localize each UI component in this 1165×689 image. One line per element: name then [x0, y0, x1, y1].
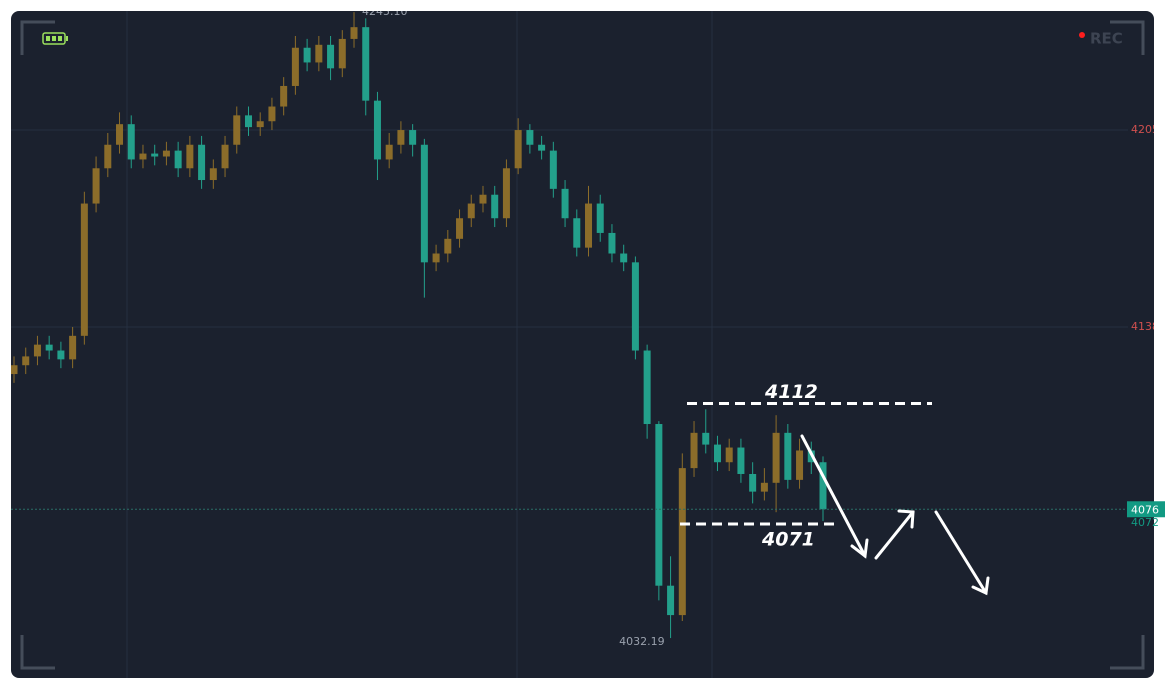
- candle-body: [45, 344, 53, 351]
- candle-body: [33, 344, 41, 357]
- candle-body: [491, 194, 499, 219]
- y-tick-label: 4205: [1131, 123, 1159, 136]
- candle-body: [69, 335, 77, 360]
- candle-body: [151, 153, 159, 157]
- high-label: 4245.10: [362, 5, 408, 18]
- last-price-label: 4076: [1131, 503, 1159, 516]
- candle-body: [456, 218, 464, 239]
- candle-body: [585, 203, 593, 248]
- candle-body: [373, 100, 381, 160]
- candle-body: [280, 85, 288, 107]
- rec-label: REC: [1090, 30, 1123, 48]
- rec-dot: [1079, 32, 1085, 38]
- low-label: 4032.19: [619, 635, 665, 648]
- candle-body: [667, 585, 675, 616]
- last-price-secondary: 4072: [1131, 516, 1159, 529]
- candle-body: [655, 424, 663, 586]
- candle-body: [784, 432, 792, 480]
- candle-body: [409, 130, 417, 145]
- plot: 4138 4205 4245.10 4032.19: [11, 5, 1159, 678]
- candle-body: [116, 124, 124, 145]
- level-label: 4071: [761, 528, 815, 550]
- candle-body: [549, 150, 557, 189]
- candle-body: [479, 194, 487, 204]
- candle-body: [620, 253, 628, 263]
- candle-body: [209, 168, 217, 181]
- panel: [11, 11, 1154, 678]
- candle-body: [80, 203, 88, 336]
- frame-corners: [20, 20, 1145, 670]
- candle-body: [92, 168, 100, 204]
- candle-body: [385, 144, 393, 160]
- candle-body: [737, 447, 745, 474]
- candle-body: [186, 144, 194, 169]
- candle-body: [702, 432, 710, 445]
- candle-body: [643, 350, 651, 425]
- candle-body: [327, 44, 335, 69]
- candle-body: [233, 115, 241, 145]
- candle-body: [397, 130, 405, 145]
- candle-body: [338, 38, 346, 69]
- level-label: 4112: [764, 381, 818, 403]
- battery-icon: [42, 32, 68, 45]
- candle-body: [760, 482, 768, 492]
- candle-body: [772, 432, 780, 483]
- candle-body: [162, 150, 170, 157]
- candle-body: [713, 444, 721, 463]
- candle-body: [561, 188, 569, 219]
- candle-body: [291, 47, 299, 86]
- candle-body: [420, 144, 428, 263]
- candle-body: [244, 115, 252, 128]
- y-tick-label: 4138: [1131, 320, 1159, 333]
- candle-body: [432, 253, 440, 263]
- candle-body: [57, 350, 65, 360]
- candle-body: [796, 450, 804, 480]
- candle-body: [350, 27, 358, 39]
- candle-body: [573, 218, 581, 248]
- candle-body: [268, 106, 276, 122]
- candle-body: [22, 356, 30, 366]
- candle-body: [690, 432, 698, 469]
- candle-body: [198, 144, 206, 181]
- candle-body: [303, 47, 311, 63]
- candle-body: [502, 168, 510, 219]
- candle-body: [631, 262, 639, 351]
- candle-body: [608, 232, 616, 254]
- candle-body: [11, 365, 18, 375]
- candle-body: [596, 203, 604, 233]
- candle-body: [221, 144, 229, 169]
- candle-body: [362, 27, 370, 101]
- candle-body: [538, 144, 546, 151]
- candle-body: [104, 144, 112, 169]
- candle-body: [514, 130, 522, 169]
- candle-body: [139, 153, 147, 160]
- candle-body: [256, 121, 264, 128]
- candle-body: [174, 150, 182, 169]
- candle-body: [315, 44, 323, 63]
- candle-body: [467, 203, 475, 219]
- candle-body: [725, 447, 733, 463]
- candle-body: [526, 130, 534, 145]
- candle-body: [819, 462, 827, 510]
- candle-body: [444, 238, 452, 254]
- arrows: [800, 434, 990, 596]
- candle-body: [678, 468, 686, 616]
- last-price-badge: [1127, 501, 1165, 518]
- candle-body: [749, 473, 757, 492]
- candle-body: [127, 124, 135, 160]
